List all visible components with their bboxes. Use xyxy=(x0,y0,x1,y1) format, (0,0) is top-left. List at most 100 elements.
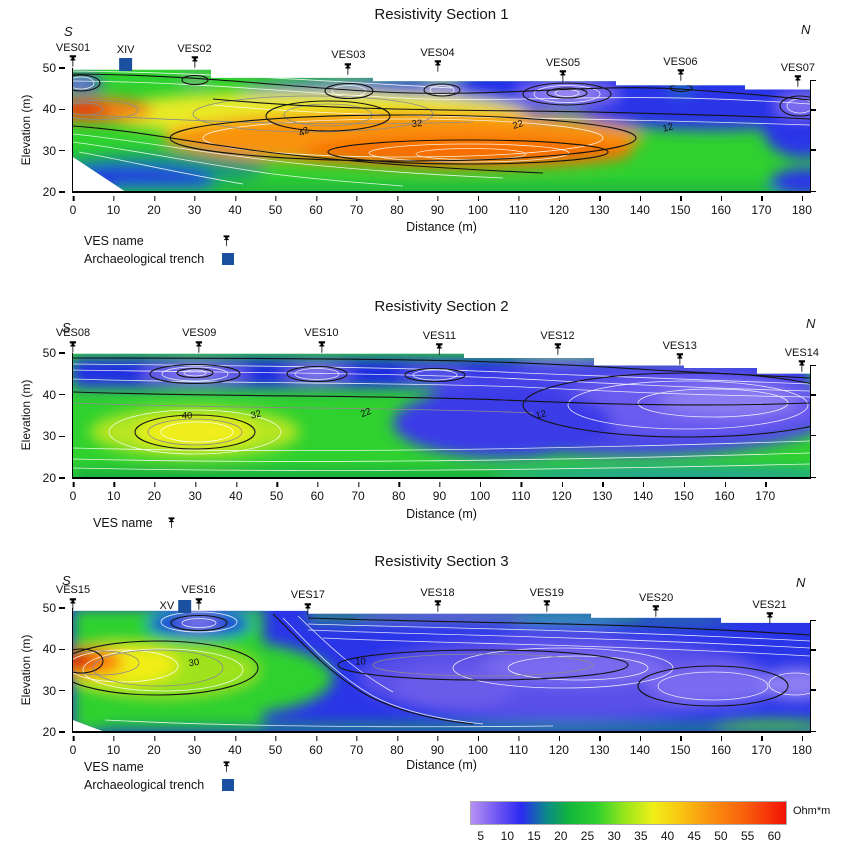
station-marker: VES01 xyxy=(56,42,90,68)
colorbar-tick-label: 45 xyxy=(687,829,701,843)
x-tick-label: 100 xyxy=(470,481,491,503)
x-axis-line xyxy=(71,731,811,733)
x-tick-label: 150 xyxy=(670,735,691,757)
y-tick-label: 20 xyxy=(42,725,66,739)
contour-labels: 40 32 22 12 xyxy=(73,353,810,478)
pin-icon xyxy=(434,60,441,73)
colorbar-tick-label: 40 xyxy=(660,829,675,843)
x-tick-label: 40 xyxy=(228,735,242,757)
distance-axis-label: Distance (m) xyxy=(406,507,477,521)
y-tick-label: 20 xyxy=(42,185,66,199)
trench-square-icon xyxy=(119,58,133,72)
x-axis-line xyxy=(71,477,811,479)
x-tick-label: 130 xyxy=(589,195,610,217)
stations: VES01 VES02 VES03 VES04 xyxy=(56,42,815,192)
station-marker: VES05 xyxy=(546,57,580,83)
stations: VES15 VES16 VES17 VES18 xyxy=(56,584,810,732)
y-tick-label: 50 xyxy=(42,61,66,75)
contour-plot xyxy=(73,608,810,732)
station-marker: VES17 xyxy=(291,589,325,616)
y-tick-label: 40 xyxy=(42,387,66,402)
y-axis-line xyxy=(71,608,74,732)
x-tick-label: 170 xyxy=(751,195,772,217)
x-tick-labels: 0 10 20 30 40 50 60 70 80 90 100 110 120 130 140 150 160… xyxy=(70,735,812,757)
x-tick-label: 10 xyxy=(107,481,121,503)
x-tick-label: 110 xyxy=(508,195,529,217)
x-tick-label: 120 xyxy=(548,735,569,757)
colorbar-tick-label: 50 xyxy=(714,829,728,843)
x-tick-label: 80 xyxy=(392,481,406,503)
legend: VES name Archaeological trench xyxy=(84,760,240,792)
x-tick-label: 40 xyxy=(229,481,243,503)
station-marker: VES11 xyxy=(423,329,456,356)
y-axis-line xyxy=(71,353,74,478)
station-label: VES01 xyxy=(55,41,91,54)
trench-marker: XIV xyxy=(117,44,135,72)
station-label: VES08 xyxy=(55,327,91,340)
resistivity-field-image xyxy=(73,610,810,732)
colorbar-tick-label: 30 xyxy=(607,829,621,843)
x-tick-label: 80 xyxy=(390,195,404,217)
station-label: VES03 xyxy=(331,49,366,62)
y-tick-label: 20 xyxy=(42,471,66,485)
section-title: Resistivity Section 3 xyxy=(374,553,509,570)
x-tick-label: 70 xyxy=(349,735,364,757)
colorbar-tick-label: 15 xyxy=(527,829,541,843)
y-tick-label: 30 xyxy=(42,683,66,698)
station-marker: VES04 xyxy=(420,46,455,73)
x-tick-label: 50 xyxy=(268,735,283,757)
contour-labels: 30 10 xyxy=(73,608,810,732)
x-tick-label: 110 xyxy=(508,735,529,757)
station-marker: VES19 xyxy=(530,587,564,613)
x-tick-label: 30 xyxy=(187,195,202,217)
colorbar-unit-label: Ohm*m xyxy=(793,805,831,817)
station-label: VES06 xyxy=(663,55,698,68)
x-tick-label: 90 xyxy=(432,481,447,503)
section-2: Resistivity Section 2 S N xyxy=(0,290,842,545)
x-tick-label: 130 xyxy=(589,735,610,757)
trench-square-icon xyxy=(222,779,234,791)
north-label: N xyxy=(796,575,806,590)
section-1: Resistivity Section 1 S N xyxy=(0,0,842,285)
x-tick-label: 120 xyxy=(551,481,572,503)
contour-label: 12 xyxy=(661,121,675,135)
x-tick-label: 10 xyxy=(106,735,121,757)
station-marker: VES18 xyxy=(420,587,455,613)
station-label: VES20 xyxy=(638,591,674,604)
pin-icon xyxy=(191,56,198,69)
legend-ves-label: VES name xyxy=(84,234,144,248)
pin-icon xyxy=(69,340,77,354)
station-marker: VES21 xyxy=(752,598,787,625)
x-tick-label: 10 xyxy=(106,195,121,217)
station-label: VES04 xyxy=(420,46,455,59)
pin-icon xyxy=(554,343,561,356)
x-tick-label: 60 xyxy=(309,735,323,757)
section-title: Resistivity Section 1 xyxy=(374,6,509,23)
x-tick-label: 50 xyxy=(269,481,284,503)
x-tick-label: 70 xyxy=(349,195,364,217)
x-tick-label: 130 xyxy=(592,481,613,503)
station-marker: VES16 xyxy=(181,584,216,611)
station-label: VES12 xyxy=(540,330,575,343)
pin-icon xyxy=(223,235,230,247)
pin-icon xyxy=(69,597,77,611)
south-label: S xyxy=(62,320,71,335)
x-tick-label: 0 xyxy=(69,481,77,503)
contour-label: 22 xyxy=(511,117,526,132)
x-tick-label: 30 xyxy=(187,735,202,757)
contour-labels: 42 32 22 12 xyxy=(73,68,810,192)
station-label: VES19 xyxy=(529,586,564,599)
station-label: VES09 xyxy=(182,327,217,340)
colorbar-tick-label: 20 xyxy=(554,829,568,843)
x-tick-labels: 0 10 20 30 40 50 60 70 80 90 100 110 120 130 140 150 160… xyxy=(70,195,812,217)
y-tick-label: 50 xyxy=(42,346,66,360)
y-tick-label: 30 xyxy=(42,429,66,444)
x-tick-label: 20 xyxy=(147,195,161,217)
station-marker: VES03 xyxy=(331,49,366,76)
pin-icon xyxy=(798,360,806,373)
x-tick-labels: 0 10 20 30 40 50 60 70 80 90 100 110 120 130 140 150 160… xyxy=(69,481,810,503)
x-tick-label: 100 xyxy=(467,195,488,217)
trench-square-icon xyxy=(178,599,192,613)
y-tick-label: 30 xyxy=(42,143,66,158)
